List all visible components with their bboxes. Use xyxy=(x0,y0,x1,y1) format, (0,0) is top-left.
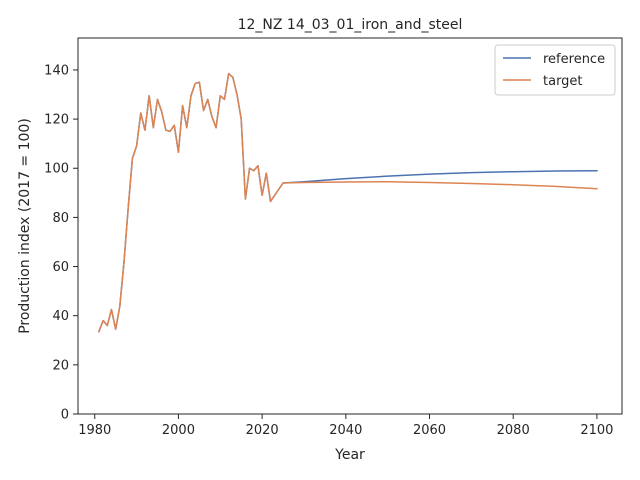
plot-frame xyxy=(77,37,623,415)
x-tick-label: 2020 xyxy=(246,423,279,438)
chart-title: 12_NZ 14_03_01_iron_and_steel xyxy=(238,17,463,33)
y-axis-title: Production index (2017 = 100) xyxy=(17,118,33,334)
y-tick-label: 60 xyxy=(52,260,69,275)
x-tick-label: 2040 xyxy=(329,423,362,438)
y-tick-label: 80 xyxy=(52,211,69,226)
x-tick-label: 2080 xyxy=(497,423,530,438)
axes-layer: 1980 2000 2020 2040 2060 2080 2100020406080100… xyxy=(44,37,623,438)
x-axis-title: Year xyxy=(334,447,365,463)
x-tick-label: 2000 xyxy=(162,423,195,438)
x-tick-label: 1980 xyxy=(78,423,111,438)
y-tick-label: 140 xyxy=(44,63,69,78)
x-tick-label: 2100 xyxy=(580,423,613,438)
y-tick-label: 0 xyxy=(61,408,69,423)
y-tick-label: 120 xyxy=(44,113,69,128)
series-layer xyxy=(97,72,598,333)
y-tick-label: 100 xyxy=(44,162,69,177)
legend-label-target: target xyxy=(543,74,583,89)
legend: reference target xyxy=(494,44,616,96)
legend-label-reference: reference xyxy=(543,52,605,67)
x-tick-label: 2060 xyxy=(413,423,446,438)
y-tick-label: 20 xyxy=(52,358,69,373)
series-line-target xyxy=(97,72,598,333)
y-tick-label: 40 xyxy=(52,309,69,324)
